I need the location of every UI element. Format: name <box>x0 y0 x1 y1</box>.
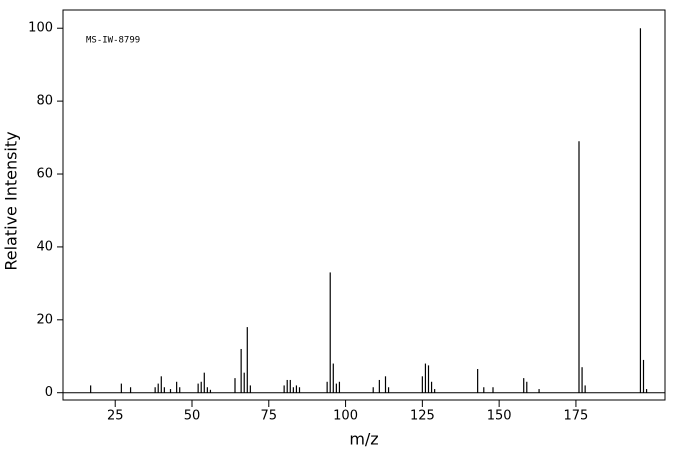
x-tick-label: 25 <box>107 409 124 424</box>
x-tick-label: 100 <box>333 409 358 424</box>
annotation: MS-IW-8799 <box>86 36 140 46</box>
y-axis-title: Relative Intensity <box>2 131 21 270</box>
y-tick-label: 40 <box>36 239 53 254</box>
x-tick-label: 50 <box>184 409 201 424</box>
x-axis-title: m/z <box>349 430 378 449</box>
y-tick-label: 20 <box>36 312 53 327</box>
y-tick-label: 80 <box>36 94 53 109</box>
x-tick-label: 75 <box>261 409 278 424</box>
x-tick-label: 125 <box>410 409 435 424</box>
plot-frame <box>62 9 666 401</box>
y-tick-label: 60 <box>36 167 53 182</box>
x-tick-label: 175 <box>564 409 589 424</box>
y-tick-label: 0 <box>45 385 53 400</box>
y-tick-label: 100 <box>28 21 53 36</box>
x-tick-label: 150 <box>487 409 512 424</box>
